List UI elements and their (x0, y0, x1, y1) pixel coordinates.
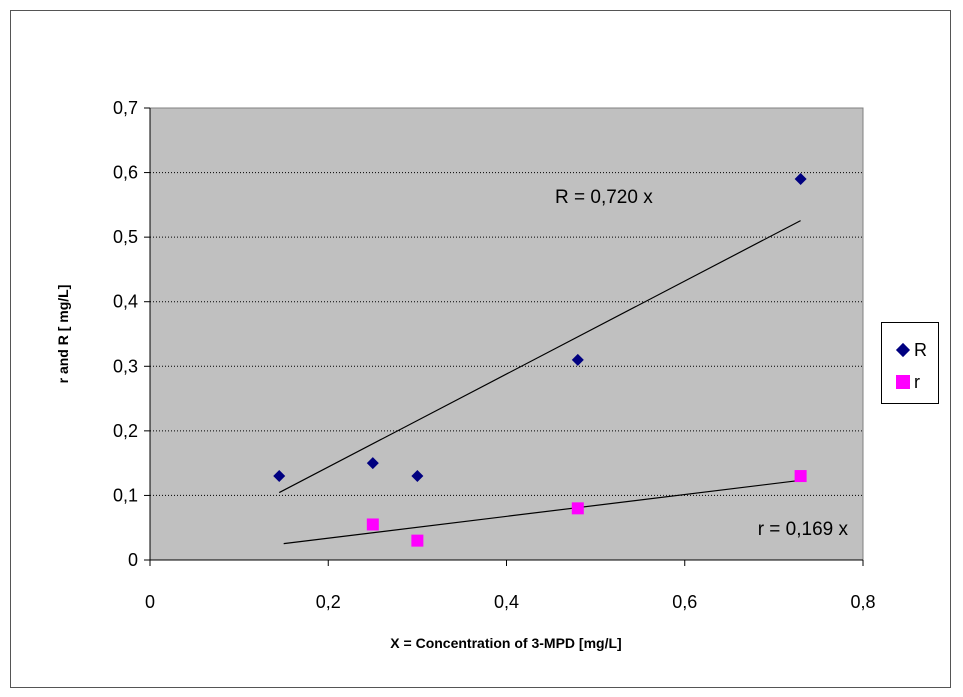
data-markers (273, 173, 807, 547)
trendline-equation-r: r = 0,169 x (758, 519, 849, 540)
legend-label-r: r (914, 371, 920, 392)
x-axis-title: X = Concentration of 3-MPD [mg/L] (390, 635, 621, 651)
trendline-R (278, 220, 801, 494)
y-tick-label: 0,2 (113, 421, 138, 441)
data-point-R (571, 353, 584, 366)
y-tick-label: 0,5 (113, 227, 138, 247)
legend: R r (881, 322, 939, 404)
data-point-R (366, 457, 379, 470)
y-tick-label: 0,3 (113, 356, 138, 376)
x-axis-ticks: 0 0,2 0,4 0,6 0,8 (145, 560, 876, 612)
x-tick-label: 0,2 (316, 592, 341, 612)
y-axis-title: r and R [ mg/L] (55, 285, 71, 384)
x-tick-label: 0,8 (850, 592, 875, 612)
legend-item-r: r (896, 371, 920, 393)
trendlines (278, 220, 801, 545)
trendline-r (283, 479, 801, 545)
y-tick-label: 0,4 (113, 292, 138, 312)
y-axis-ticks: 0 0,1 0,2 0,3 0,4 0,5 0,6 0,7 (113, 98, 150, 570)
legend-item-R: R (895, 339, 927, 361)
x-tick-label: 0,6 (672, 592, 697, 612)
y-tick-label: 0,1 (113, 485, 138, 505)
square-marker-icon (896, 375, 910, 389)
data-point-r (411, 534, 424, 547)
diamond-marker-icon (895, 342, 911, 358)
legend-label-R: R (914, 339, 927, 360)
data-point-R (794, 173, 807, 186)
y-tick-label: 0 (128, 550, 138, 570)
trendline-equation-R: R = 0,720 x (555, 187, 653, 208)
data-point-r (366, 518, 379, 531)
data-point-R (411, 470, 424, 483)
data-point-R (273, 470, 286, 483)
data-point-r (794, 470, 807, 483)
y-tick-label: 0,6 (113, 163, 138, 183)
plot-area (149, 107, 864, 561)
y-tick-label: 0,7 (113, 98, 138, 118)
trendline-equations: R = 0,720 x r = 0,169 x (555, 187, 848, 540)
data-point-r (571, 502, 584, 515)
x-tick-label: 0 (145, 592, 155, 612)
x-tick-label: 0,4 (494, 592, 519, 612)
gridlines (150, 172, 863, 496)
